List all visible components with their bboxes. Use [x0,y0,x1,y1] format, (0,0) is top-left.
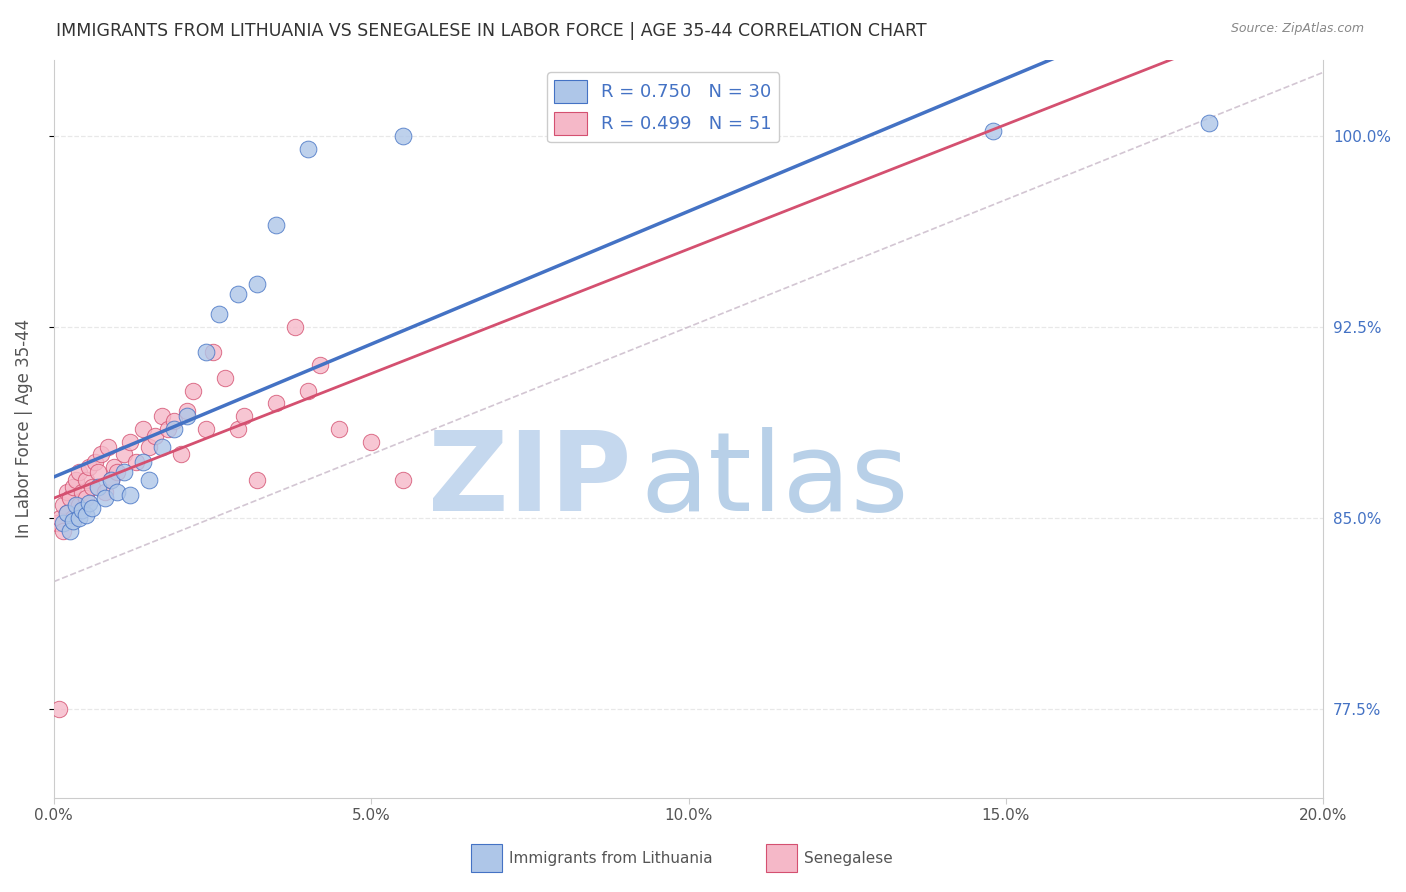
Point [264,218,287,232]
Point [55,485,77,500]
Point [48,702,70,716]
Point [150,440,173,454]
Point [77,460,100,475]
Point [105,485,128,500]
Point [163,422,186,436]
Point [67,498,90,512]
Legend: R = 0.750   N = 30, R = 0.499   N = 51: R = 0.750 N = 30, R = 0.499 N = 51 [547,72,779,142]
Point [981,124,1004,138]
Point [65,473,87,487]
Text: Immigrants from Lithuania: Immigrants from Lithuania [509,851,713,865]
Point [118,488,141,502]
Point [201,345,224,359]
Point [59,491,82,505]
Point [62,480,84,494]
Point [118,434,141,449]
Point [163,414,186,428]
Point [52,516,75,530]
Text: ZIP: ZIP [427,427,631,534]
Point [67,465,90,479]
Point [183,384,205,398]
Point [87,465,110,479]
Point [226,286,249,301]
Point [112,465,135,479]
Point [1198,116,1220,130]
Point [328,422,350,436]
Point [176,404,198,418]
Point [55,506,77,520]
Point [49,511,72,525]
Text: Source: ZipAtlas.com: Source: ZipAtlas.com [1230,22,1364,36]
Text: Senegalese: Senegalese [804,851,893,865]
Point [112,447,135,461]
Point [138,473,160,487]
Point [233,409,256,423]
Point [80,480,103,494]
Point [105,465,128,479]
Point [150,409,173,423]
Point [214,371,236,385]
Point [100,473,122,487]
Point [75,473,97,487]
Point [360,434,382,449]
Point [46,516,69,530]
Point [93,485,115,500]
Point [309,358,332,372]
Point [67,511,90,525]
Point [246,277,269,291]
Point [170,447,193,461]
Point [77,496,100,510]
Point [125,455,148,469]
Point [75,508,97,523]
Text: IMMIGRANTS FROM LITHUANIA VS SENEGALESE IN LABOR FORCE | AGE 35-44 CORRELATION C: IMMIGRANTS FROM LITHUANIA VS SENEGALESE … [56,22,927,40]
Point [195,345,218,359]
Point [138,440,160,454]
Point [55,506,77,520]
Point [59,524,82,538]
Point [93,491,115,505]
Point [264,396,287,410]
Point [131,422,153,436]
Y-axis label: In Labor Force | Age 35-44: In Labor Force | Age 35-44 [15,319,32,539]
Point [100,473,122,487]
Point [246,473,269,487]
Point [131,455,153,469]
Point [80,500,103,515]
Point [392,473,415,487]
Point [87,480,110,494]
Point [65,498,87,512]
Point [157,422,180,436]
Point [75,491,97,505]
Point [297,384,319,398]
Point [52,524,75,538]
Text: atlas: atlas [640,427,908,534]
Point [52,498,75,512]
Point [176,409,198,423]
Point [62,511,84,525]
Point [392,128,415,143]
Point [226,422,249,436]
Point [90,447,112,461]
Point [72,485,94,500]
Point [208,307,231,321]
Point [84,455,107,469]
Point [195,422,218,436]
Point [103,460,125,475]
Point [284,320,307,334]
Point [72,503,94,517]
Point [145,429,167,443]
Point [297,142,319,156]
Point [62,514,84,528]
Point [97,440,120,454]
